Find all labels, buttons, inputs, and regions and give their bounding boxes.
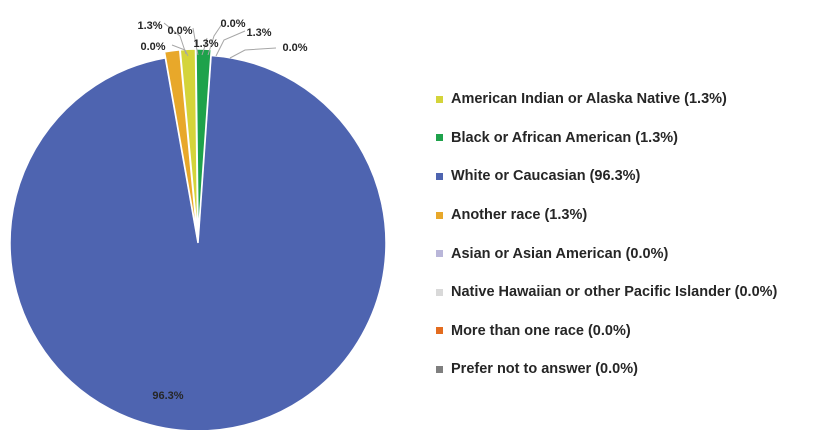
legend-item-american-indian-or-alaska-native: American Indian or Alaska Native (1.3%) [436,80,820,119]
slice-labels: 96.3%1.3%0.0%0.0%1.3%0.0%1.3%0.0% [137,18,307,402]
legend-item-more-than-one-race: More than one race (0.0%) [436,312,820,351]
legend-swatch [436,365,443,373]
legend-item-white-or-caucasian: White or Caucasian (96.3%) [436,157,820,196]
slice-label-native-hawaiian-or-other-pacific-islander: 0.0% [167,25,192,37]
slice-label-black-or-african-american: 1.3% [246,27,271,39]
leader-line-another-race [163,22,187,55]
legend-swatch [436,211,443,219]
slice-label-another-race: 1.3% [137,20,162,32]
leader-line-native-hawaiian-or-other-pacific-islander [192,27,199,56]
legend-label: Native Hawaiian or other Pacific Islande… [451,284,778,301]
legend-label: American Indian or Alaska Native (1.3%) [451,91,727,108]
leader-line-american-indian-or-alaska-native [201,37,208,56]
legend-label: More than one race (0.0%) [451,322,631,339]
pie-slice-white-or-caucasian [9,54,387,430]
leader-line-black-or-african-american [215,30,246,57]
leader-line-prefer-not-to-answer [229,47,277,59]
legend-swatch [436,134,443,142]
legend-swatch [436,327,443,335]
pie-chart-svg: 96.3%1.3%0.0%0.0%1.3%0.0%1.3%0.0% [9,18,387,430]
legend-item-prefer-not-to-answer: Prefer not to answer (0.0%) [436,350,820,389]
legend-swatch [436,250,443,258]
slice-label-american-indian-or-alaska-native: 1.3% [193,38,218,50]
slice-label-more-than-one-race: 0.0% [220,18,245,30]
legend-item-native-hawaiian-or-other-pacific-islander: Native Hawaiian or other Pacific Islande… [436,273,820,312]
legend-label: Black or African American (1.3%) [451,129,678,146]
legend-swatch [436,172,443,180]
leader-lines [163,22,277,59]
legend-label: Another race (1.3%) [451,207,588,224]
pie-slices [9,48,387,430]
legend-item-another-race: Another race (1.3%) [436,196,820,235]
legend-swatch [436,95,443,103]
slice-label-asian-or-asian-american: 0.0% [140,41,165,53]
leader-line-asian-or-asian-american [171,44,189,57]
legend: American Indian or Alaska Native (1.3%) B… [436,80,820,389]
slice-label-white-or-caucasian: 96.3% [152,390,183,402]
legend-swatch [436,288,443,296]
legend-item-asian-or-asian-american: Asian or Asian American (0.0%) [436,234,820,273]
legend-label: Asian or Asian American (0.0%) [451,245,669,262]
leader-line-more-than-one-race [207,23,223,56]
slice-label-prefer-not-to-answer: 0.0% [282,42,307,54]
legend-item-black-or-african-american: Black or African American (1.3%) [436,119,820,158]
legend-label: White or Caucasian (96.3%) [451,168,641,185]
legend-label: Prefer not to answer (0.0%) [451,361,638,378]
